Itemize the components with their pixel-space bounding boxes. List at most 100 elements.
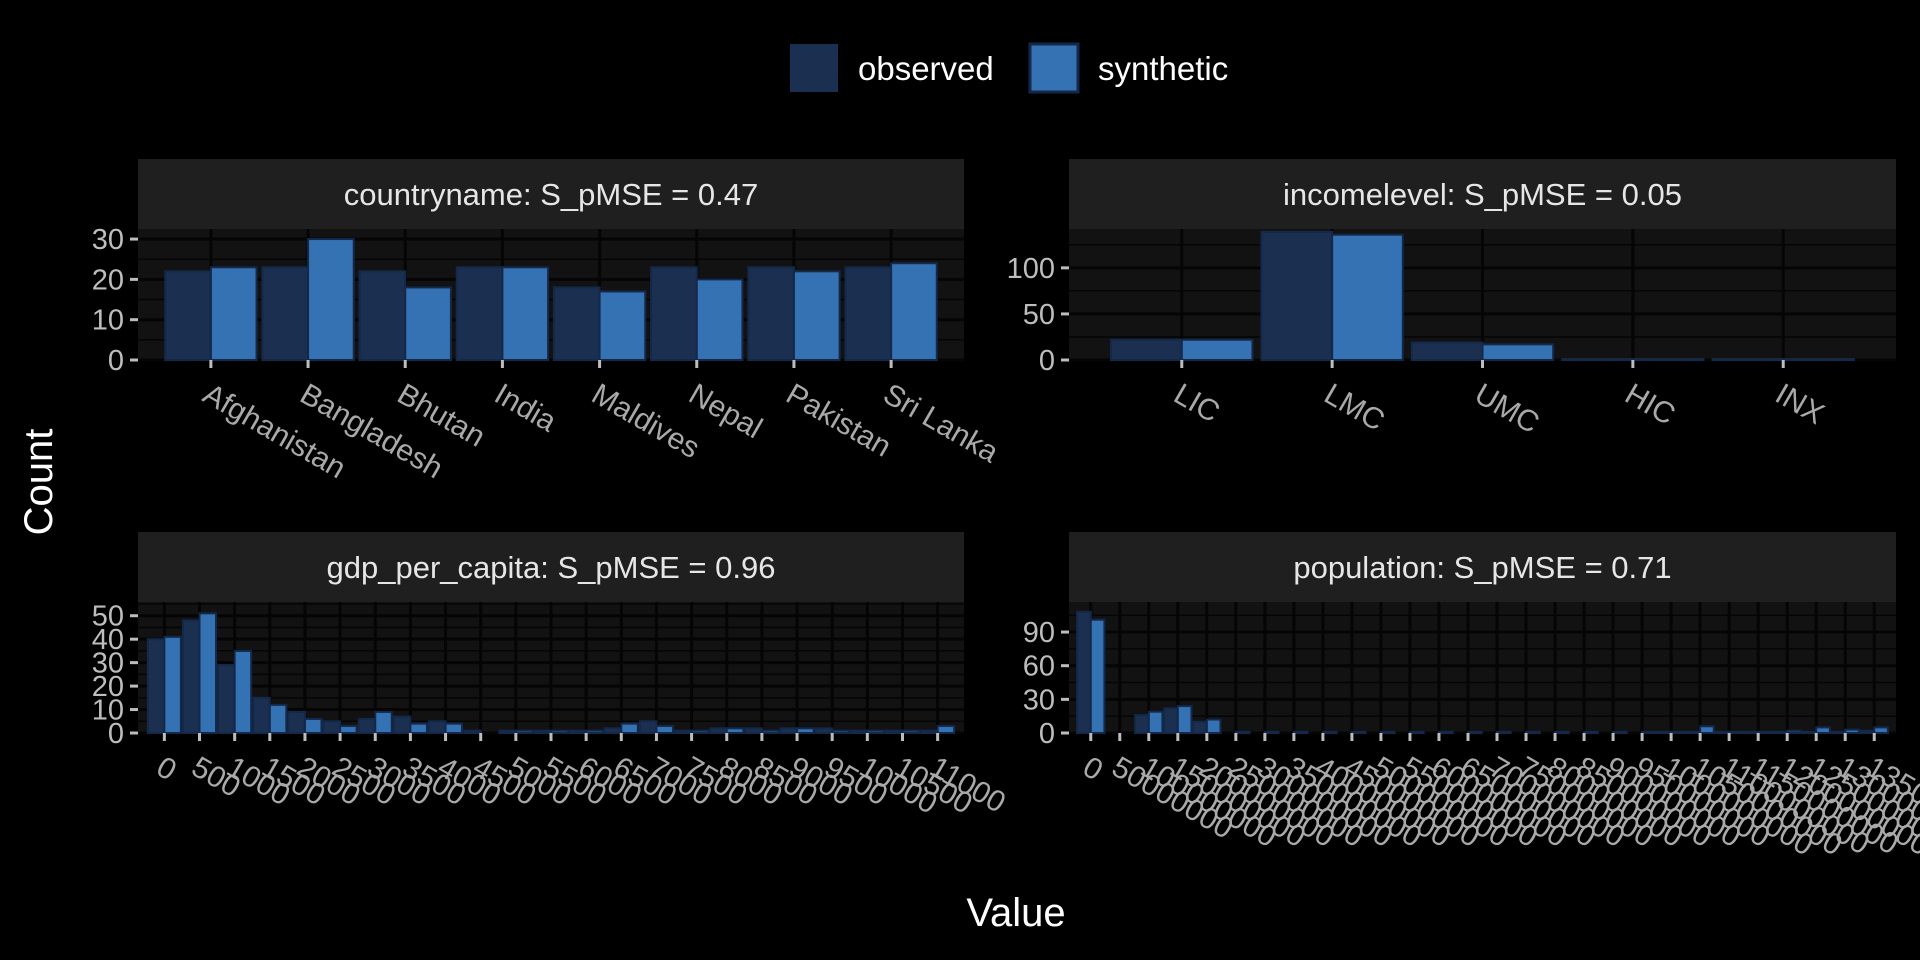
bar-observed-7000 — [638, 720, 658, 734]
y-tick-label: 10 — [92, 305, 124, 337]
y-tick-label: 20 — [92, 264, 124, 296]
bar-synthetic-0 — [1089, 618, 1106, 734]
bar-observed-1250000000 — [1801, 730, 1818, 734]
bar-observed-3000 — [357, 717, 377, 734]
bar-synthetic-1300000000 — [1844, 728, 1860, 734]
bar-observed-sri-lanka — [844, 266, 893, 361]
bar-observed-1100000000 — [1714, 730, 1731, 734]
bar-observed-0 — [146, 638, 166, 735]
bar-synthetic-10500 — [901, 729, 921, 734]
bar-synthetic-1500 — [268, 703, 288, 735]
bar-observed-bhutan — [358, 270, 407, 361]
bar-synthetic-1100000000 — [1728, 730, 1744, 734]
bar-observed-afghanistan — [164, 270, 212, 361]
facet-strip — [1069, 532, 1896, 602]
bar-synthetic-7000 — [655, 724, 674, 734]
bar-synthetic-750000000 — [1525, 730, 1541, 734]
bar-observed-9000 — [779, 727, 799, 734]
bar-observed-500 — [181, 619, 201, 734]
bar-synthetic-5500 — [550, 729, 569, 734]
bar-synthetic-2000 — [303, 717, 323, 734]
y-tick-label: 30 — [92, 224, 124, 256]
bar-observed-2500 — [322, 720, 342, 734]
bar-observed-8500 — [744, 727, 763, 734]
bar-synthetic-10000 — [866, 729, 885, 734]
bar-observed-1050000000 — [1685, 730, 1702, 734]
bar-observed-lic — [1110, 338, 1183, 362]
bar-synthetic-afghanistan — [209, 266, 258, 361]
bar-observed-1000000000 — [1656, 730, 1673, 734]
y-tick-label: 0 — [1039, 718, 1055, 750]
bar-synthetic-800000000 — [1554, 730, 1570, 734]
bar-observed-hic — [1561, 358, 1634, 362]
facet-title: incomelevel: S_pMSE = 0.05 — [1283, 177, 1682, 212]
bar-synthetic-6000 — [585, 729, 604, 734]
bar-synthetic-500000000 — [1379, 730, 1396, 734]
facet-strip — [138, 159, 964, 229]
bar-synthetic-1050000000 — [1699, 725, 1715, 735]
y-tick-label: 10 — [92, 695, 124, 727]
bar-synthetic-700000000 — [1496, 730, 1512, 734]
bar-observed-lmc — [1260, 230, 1334, 361]
bar-synthetic-8500 — [760, 729, 780, 734]
bar-synthetic-1200000000 — [1786, 729, 1802, 735]
bar-synthetic-650000000 — [1466, 730, 1483, 734]
bar-synthetic-550000000 — [1408, 730, 1425, 734]
bar-synthetic-1000 — [233, 649, 253, 735]
bar-synthetic-500 — [198, 612, 218, 735]
bar-synthetic-8000 — [725, 727, 745, 734]
bar-observed-5500 — [533, 729, 552, 734]
bar-synthetic-850000000 — [1583, 730, 1599, 734]
legend: observed synthetic — [790, 42, 1228, 94]
bar-synthetic-lmc — [1331, 233, 1404, 361]
bar-synthetic-950000000 — [1641, 730, 1657, 734]
legend-key-observed — [790, 44, 838, 92]
y-tick-label: 30 — [92, 648, 124, 680]
bar-synthetic-100000000 — [1147, 710, 1164, 734]
bar-observed-200000000 — [1192, 720, 1208, 734]
bar-observed-india — [455, 266, 504, 361]
facet-title: population: S_pMSE = 0.71 — [1293, 550, 1671, 585]
bar-observed-10500 — [884, 729, 904, 734]
bar-synthetic-0 — [163, 635, 182, 734]
bar-observed-nepal — [650, 266, 698, 361]
bar-synthetic-6500 — [620, 722, 639, 734]
panel-population: population: S_pMSE = 0.71030609005000000… — [1023, 532, 1920, 862]
bar-synthetic-india — [501, 266, 550, 361]
bar-observed-10000 — [849, 729, 869, 734]
bar-observed-inx — [1711, 358, 1785, 362]
bar-synthetic-1150000000 — [1757, 730, 1773, 734]
bar-observed-1350000000 — [1859, 729, 1876, 735]
plot-area — [1069, 602, 1896, 733]
y-axis-title: Count — [17, 429, 61, 536]
bar-synthetic-2500 — [339, 724, 358, 734]
y-tick-label: 60 — [1023, 651, 1055, 683]
bar-synthetic-nepal — [695, 278, 744, 361]
bar-synthetic-150000000 — [1176, 705, 1193, 734]
bar-synthetic-hic — [1631, 358, 1705, 362]
bar-synthetic-200000000 — [1205, 718, 1222, 734]
facet-title: countryname: S_pMSE = 0.47 — [344, 177, 758, 212]
y-tick-label: 30 — [1023, 684, 1055, 716]
bar-observed-3500 — [392, 715, 412, 735]
bar-synthetic-lic — [1180, 338, 1254, 362]
bar-synthetic-350000000 — [1292, 730, 1309, 734]
y-tick-label: 20 — [92, 671, 124, 703]
bar-observed-2000 — [287, 710, 306, 735]
y-tick-label: 0 — [1039, 345, 1055, 377]
x-axis-title: Value — [966, 891, 1065, 935]
bar-synthetic-900000000 — [1612, 730, 1628, 734]
legend-label-observed: observed — [858, 50, 994, 87]
bar-synthetic-inx — [1782, 358, 1855, 362]
y-tick-label: 0 — [108, 718, 124, 750]
bar-synthetic-5000 — [514, 729, 534, 734]
bar-synthetic-450000000 — [1350, 730, 1367, 734]
bar-synthetic-9500 — [831, 729, 850, 734]
bar-observed-bangladesh — [261, 266, 310, 361]
bar-synthetic-bhutan — [404, 286, 452, 361]
bar-observed-11000 — [920, 729, 939, 734]
y-tick-label: 90 — [1023, 617, 1055, 649]
bar-observed-4500 — [463, 729, 482, 734]
panel-gdp-per-capita: gdp_per_capita: S_pMSE = 0.96 01020304050… — [92, 532, 1011, 821]
bar-synthetic-9000 — [796, 727, 815, 734]
